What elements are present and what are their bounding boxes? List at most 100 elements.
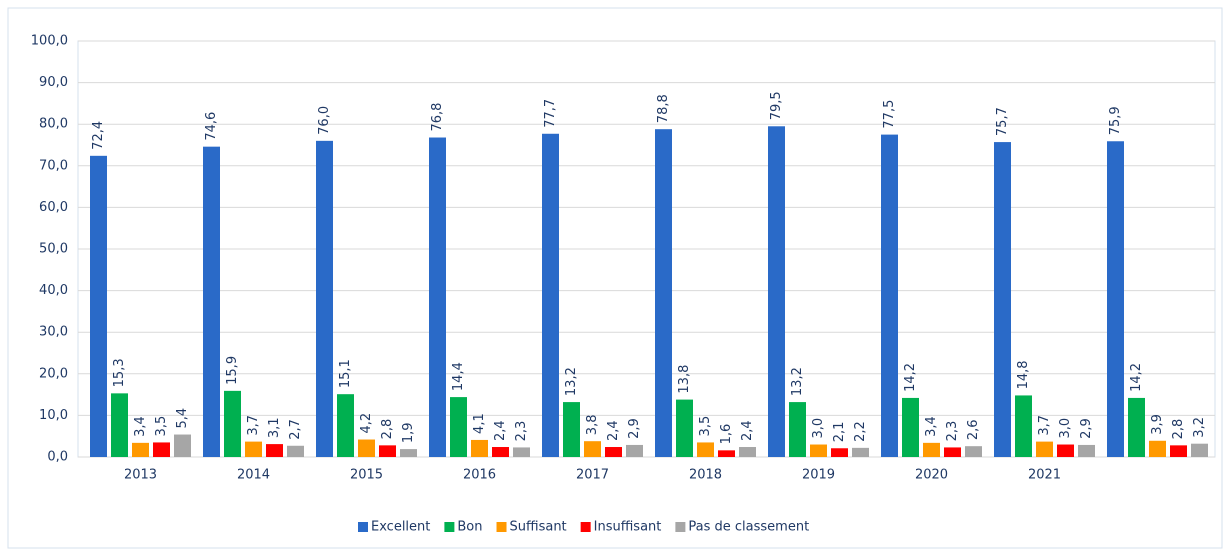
legend-label: Excellent xyxy=(371,520,430,535)
bar xyxy=(881,134,898,457)
data-label: 1,6 xyxy=(719,424,734,445)
data-label: 2,7 xyxy=(288,419,303,440)
bar xyxy=(1078,444,1095,457)
bar xyxy=(718,450,735,457)
data-label: 15,9 xyxy=(225,356,240,385)
data-label: 2,1 xyxy=(832,422,847,443)
bar xyxy=(266,444,283,457)
data-label: 79,5 xyxy=(769,91,784,120)
bar xyxy=(429,137,446,457)
y-tick-label: 10,0 xyxy=(39,408,68,423)
bar xyxy=(316,140,333,457)
data-label: 14,2 xyxy=(1129,363,1144,392)
bar xyxy=(153,442,170,457)
data-label: 3,1 xyxy=(267,417,282,438)
bar xyxy=(676,399,693,457)
data-label: 2,8 xyxy=(1171,419,1186,440)
data-label: 77,5 xyxy=(882,100,897,129)
x-tick-label: 2019 xyxy=(802,468,835,483)
bar xyxy=(994,142,1011,457)
y-tick-label: 70,0 xyxy=(39,158,68,173)
bar xyxy=(471,439,488,457)
bar xyxy=(655,129,672,457)
data-label: 3,0 xyxy=(1058,418,1073,439)
y-tick-label: 80,0 xyxy=(39,117,68,132)
x-tick-label: 2021 xyxy=(1028,468,1061,483)
bar xyxy=(831,448,848,457)
bar xyxy=(400,449,417,457)
bar xyxy=(923,442,940,457)
bar xyxy=(768,126,785,457)
data-label: 14,2 xyxy=(903,363,918,392)
legend-swatch xyxy=(496,522,507,532)
bar xyxy=(1191,443,1208,457)
data-label: 15,3 xyxy=(112,358,127,387)
y-tick-label: 60,0 xyxy=(39,200,68,215)
bar xyxy=(513,447,530,457)
data-label: 13,2 xyxy=(790,367,805,396)
bar xyxy=(944,447,961,457)
bar xyxy=(287,445,304,457)
data-label: 3,4 xyxy=(133,416,148,437)
data-label: 14,8 xyxy=(1016,360,1031,389)
data-label: 2,4 xyxy=(493,420,508,441)
bar xyxy=(584,441,601,457)
bar xyxy=(852,447,869,457)
data-label: 72,4 xyxy=(91,121,106,150)
legend-label: Insuffisant xyxy=(594,520,662,535)
bar xyxy=(337,394,354,457)
data-label: 13,8 xyxy=(677,365,692,394)
data-label: 3,8 xyxy=(585,415,600,436)
data-label: 5,4 xyxy=(175,408,190,429)
legend-swatch xyxy=(444,522,455,532)
bar xyxy=(174,434,191,457)
data-label: 74,6 xyxy=(204,112,219,141)
x-tick-label: 2020 xyxy=(915,468,948,483)
bar xyxy=(810,444,827,457)
bar xyxy=(1170,445,1187,457)
bar xyxy=(90,155,107,458)
bar xyxy=(1036,441,1053,457)
data-label: 15,1 xyxy=(338,359,353,388)
data-label: 2,6 xyxy=(966,419,981,440)
x-tick-label: 2015 xyxy=(350,468,383,483)
y-tick-label: 20,0 xyxy=(39,366,68,381)
data-label: 13,2 xyxy=(564,367,579,396)
bar xyxy=(132,442,149,457)
data-label: 2,4 xyxy=(606,420,621,441)
x-tick-label: 2018 xyxy=(689,468,722,483)
legend-label: Bon xyxy=(457,520,482,535)
data-label: 2,3 xyxy=(514,421,529,442)
bar xyxy=(902,397,919,457)
y-tick-label: 90,0 xyxy=(39,75,68,90)
bar xyxy=(1107,141,1124,458)
bar xyxy=(450,397,467,457)
data-label: 1,9 xyxy=(401,422,416,443)
data-label: 3,7 xyxy=(246,415,261,436)
x-tick-label: 2017 xyxy=(576,468,609,483)
legend-swatch xyxy=(358,522,368,532)
data-label: 76,0 xyxy=(317,106,332,135)
bar xyxy=(739,447,756,457)
data-label: 4,2 xyxy=(359,413,374,434)
bar xyxy=(563,402,580,457)
data-label: 78,8 xyxy=(656,94,671,123)
data-label: 3,0 xyxy=(811,418,826,439)
bar xyxy=(789,402,806,457)
y-tick-label: 40,0 xyxy=(39,283,68,298)
legend-swatch xyxy=(580,522,591,532)
data-label: 3,2 xyxy=(1192,417,1207,438)
data-label: 2,4 xyxy=(740,420,755,441)
data-label: 3,9 xyxy=(1150,414,1165,435)
x-tick-label: 2016 xyxy=(463,468,496,483)
y-tick-label: 100,0 xyxy=(31,34,68,49)
y-tick-label: 50,0 xyxy=(39,242,68,257)
bar xyxy=(245,441,262,457)
data-label: 3,5 xyxy=(698,416,713,437)
data-label: 2,9 xyxy=(1079,418,1094,439)
data-label: 75,9 xyxy=(1108,106,1123,135)
data-label: 4,1 xyxy=(472,413,487,434)
data-label: 77,7 xyxy=(543,99,558,128)
data-label: 3,7 xyxy=(1037,415,1052,436)
